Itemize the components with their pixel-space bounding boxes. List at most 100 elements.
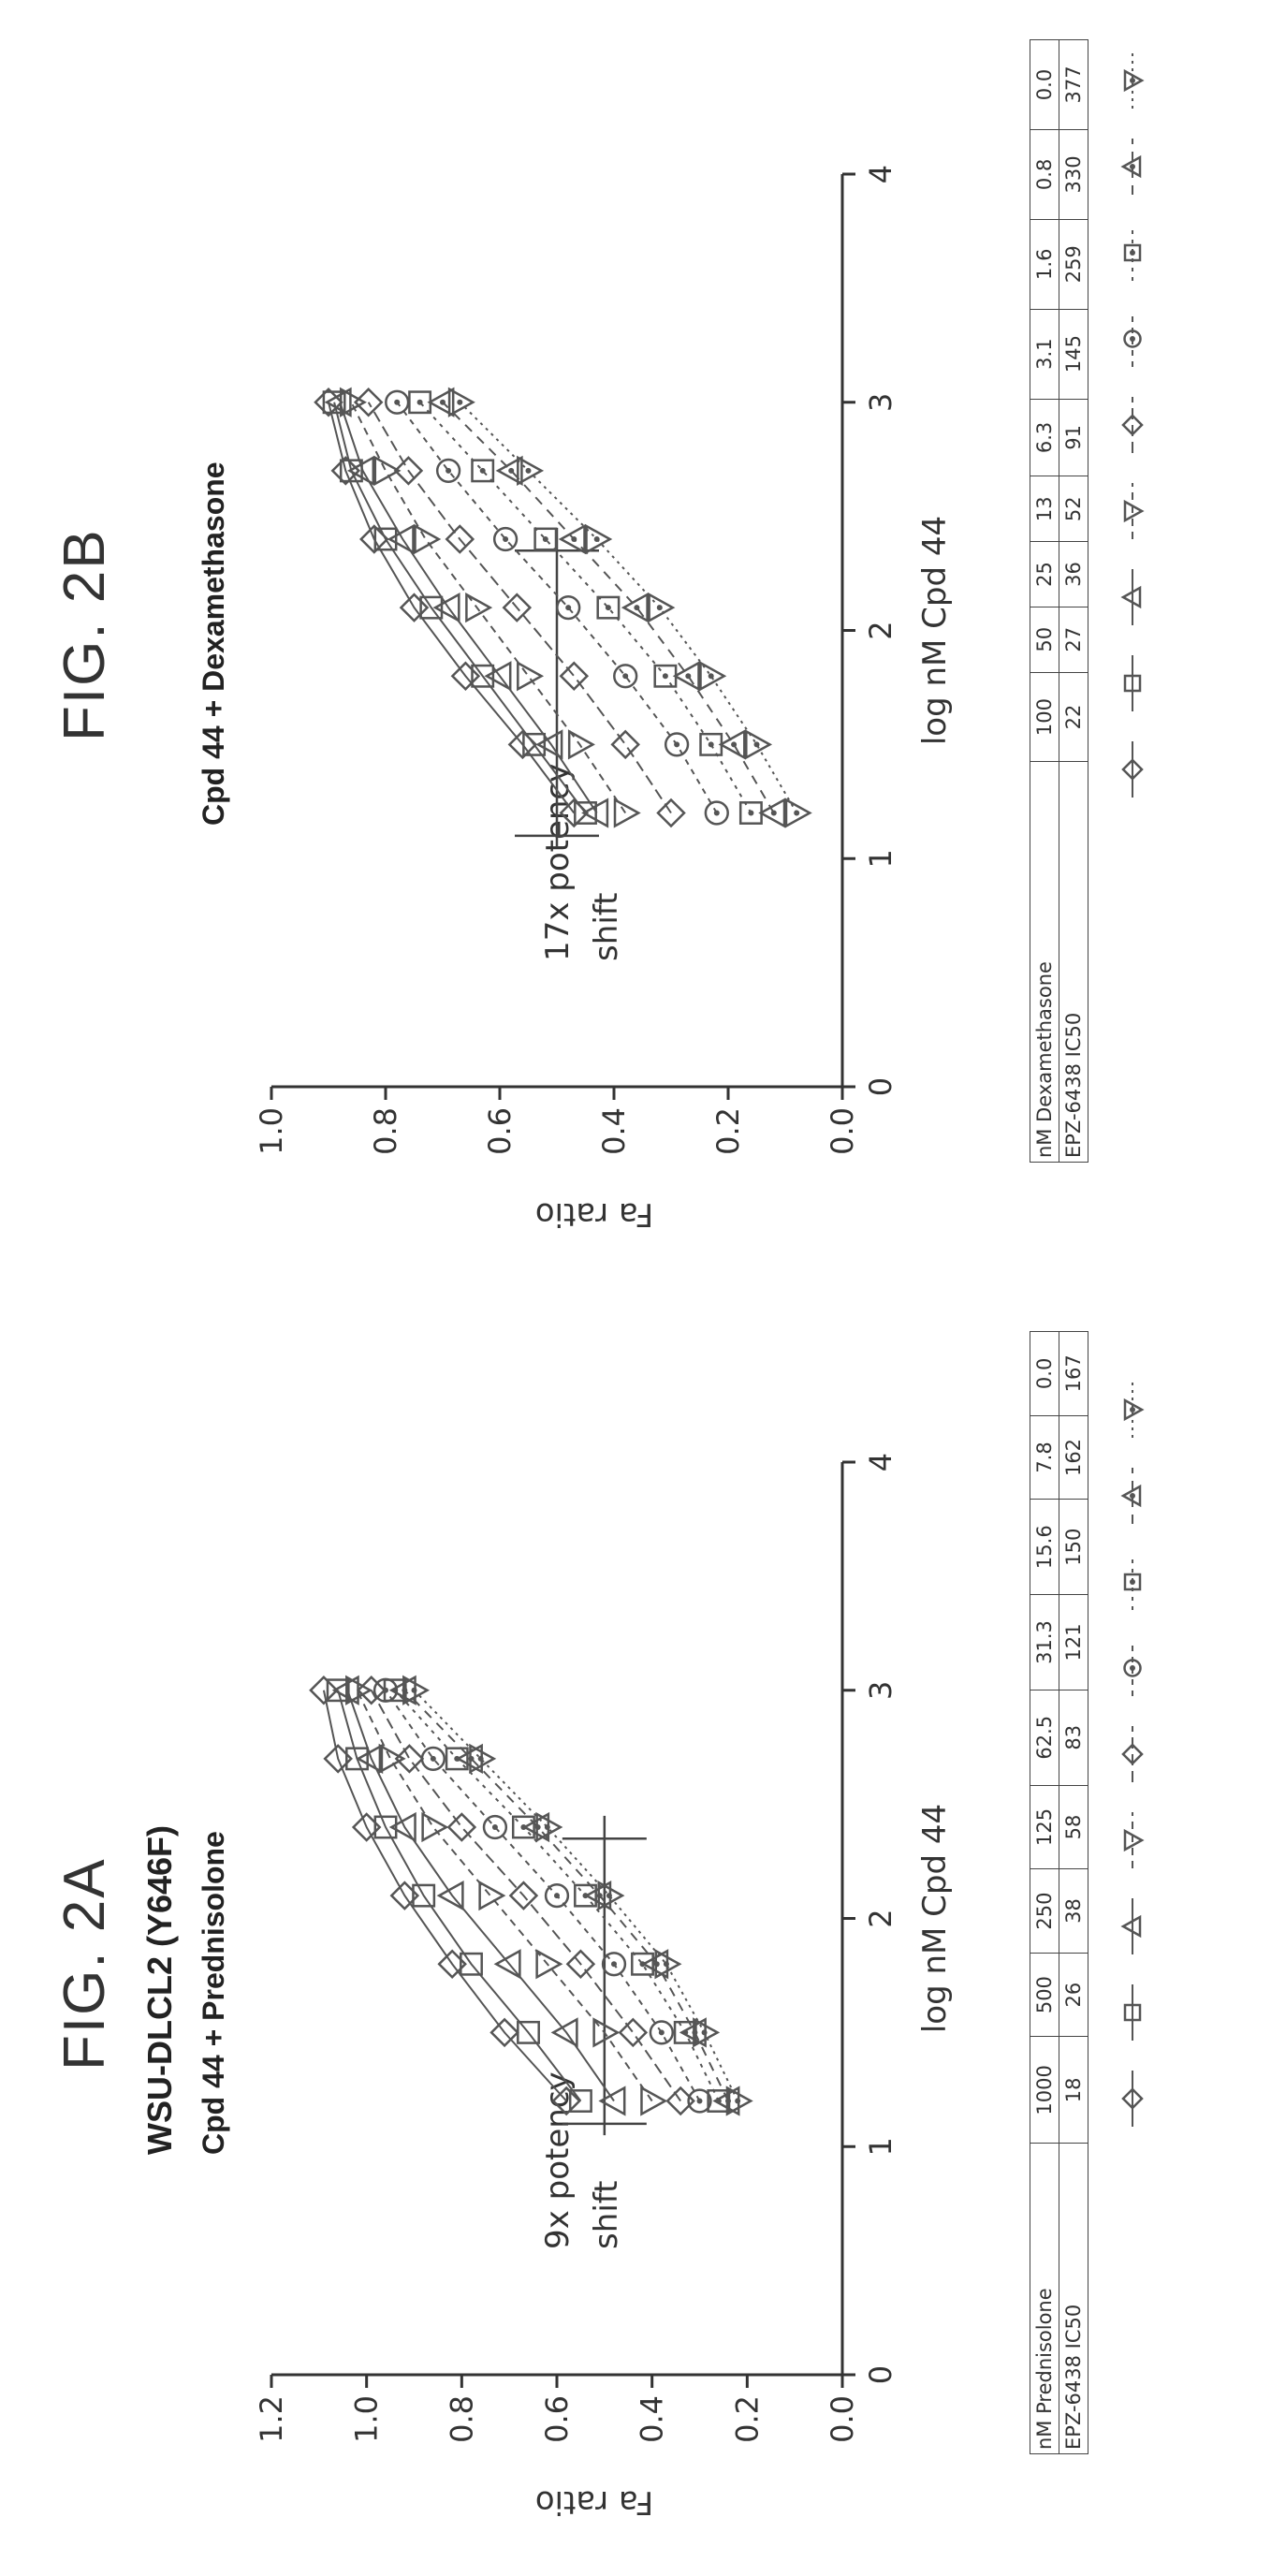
data-point: [557, 596, 579, 619]
data-point: [494, 528, 517, 550]
fig-2b-label: FIG. 2B: [51, 528, 118, 741]
legend-item: [1123, 139, 1140, 195]
table-cell: 62.5: [1030, 1690, 1059, 1785]
table-row: nM Prednisolone100050025012562.531.315.6…: [1030, 1332, 1059, 2454]
table-cell: 100: [1030, 672, 1059, 762]
series-markers: [311, 1677, 579, 2115]
table-cell: 52: [1059, 476, 1088, 542]
fig-2a-cell-line: WSU-DLCL2 (Y646F): [140, 1825, 180, 2155]
x-tick-label: 0: [863, 2365, 898, 2384]
legend-marker: [1125, 1574, 1140, 1589]
fig-2b-chart: 0.00.20.40.60.81.001234log nM Cpd 44Fa r…: [243, 0, 1011, 1288]
data-point: [518, 663, 541, 689]
data-point: [422, 1748, 445, 1770]
y-axis-title: Fa ratio: [535, 2483, 653, 2521]
x-tick-label: 0: [863, 1077, 898, 1096]
y-axis-title: Fa ratio: [535, 1195, 653, 1233]
table-cell: 50: [1030, 607, 1059, 672]
data-point: [437, 460, 460, 482]
table-cell: 0.8: [1030, 129, 1059, 219]
y-tick-label: 0.2: [729, 2395, 765, 2443]
data-point: [675, 663, 698, 689]
legend-item: [1123, 2071, 1142, 2127]
series-markers: [358, 1677, 694, 2115]
table-cell: 1.6: [1030, 219, 1059, 309]
data-point: [615, 800, 638, 827]
legend-marker: [1125, 71, 1142, 90]
data-point: [612, 731, 638, 757]
table-row-label: nM Prednisolone: [1030, 2144, 1059, 2454]
data-point: [650, 594, 673, 621]
series-curve: [338, 1690, 580, 2101]
table-cell: 26: [1059, 1953, 1088, 2037]
table-row: EPZ-6438 IC501826385883121150162167: [1059, 1332, 1088, 2454]
data-point: [761, 800, 784, 827]
table-cell: 7.8: [1030, 1415, 1059, 1500]
legend-item: [1125, 1640, 1141, 1696]
data-point: [603, 1953, 625, 1975]
table-cell: 167: [1059, 1332, 1088, 1416]
table-cell: 377: [1059, 40, 1088, 130]
table-cell: 15.6: [1030, 1500, 1059, 1595]
fig-2a-label: FIG. 2A: [51, 1857, 118, 2071]
y-tick-label: 0.4: [596, 1107, 632, 1155]
fig-2b-legend: [1109, 2, 1156, 807]
table-cell: 91: [1059, 399, 1088, 476]
x-tick-label: 3: [863, 393, 898, 412]
legend-item: [1123, 1468, 1140, 1524]
table-cell: 25: [1030, 542, 1059, 607]
data-point: [587, 526, 610, 552]
table-cell: 259: [1059, 219, 1088, 309]
table-cell: 125: [1030, 1785, 1059, 1869]
table-cell: 22: [1059, 672, 1088, 762]
x-tick-label: 2: [863, 621, 898, 639]
table-cell: 18: [1059, 2037, 1088, 2144]
y-tick-label: 0.0: [825, 1107, 860, 1155]
legend-item: [1123, 397, 1142, 453]
series-markers: [374, 1679, 710, 2113]
legend-item: [1125, 225, 1140, 281]
y-tick-label: 0.6: [539, 2395, 575, 2443]
legend-marker: [1125, 1400, 1142, 1419]
data-point: [380, 1746, 403, 1772]
table-row-label: nM Dexamethasone: [1030, 762, 1059, 1163]
legend-item: [1125, 311, 1141, 367]
y-tick-label: 1.0: [254, 1107, 289, 1155]
data-point: [650, 2021, 673, 2043]
legend-item: [1123, 569, 1140, 625]
table-cell: 13: [1030, 476, 1059, 542]
y-tick-label: 1.2: [254, 2395, 289, 2443]
x-tick-label: 1: [863, 849, 898, 868]
table-cell: 330: [1059, 129, 1088, 219]
y-tick-label: 0.8: [444, 2395, 479, 2443]
table-cell: 150: [1059, 1500, 1088, 1595]
fig-2b-subtitle: Cpd 44 + Dexamethasone: [197, 461, 231, 826]
x-tick-label: 3: [863, 1681, 898, 1700]
data-point: [546, 1884, 568, 1907]
table-row: nM Dexamethasone1005025136.33.11.60.80.0: [1030, 40, 1059, 1163]
x-tick-label: 4: [863, 165, 898, 183]
legend-item: [1125, 1382, 1142, 1438]
y-tick-label: 0.8: [368, 1107, 403, 1155]
table-cell: 36: [1059, 542, 1088, 607]
table-cell: 38: [1059, 1869, 1088, 1954]
series-curve: [324, 1690, 566, 2101]
data-point: [620, 2019, 646, 2045]
y-tick-label: 0.4: [635, 2395, 670, 2443]
data-point: [614, 665, 636, 687]
data-point: [423, 1814, 446, 1840]
fig-2a-chart: 0.00.20.40.60.81.01.201234log nM Cpd 44F…: [243, 1288, 1011, 2576]
legend-item: [1125, 1812, 1142, 1868]
legend-item: [1123, 1726, 1142, 1782]
data-point: [396, 1746, 422, 1772]
table-cell: 31.3: [1030, 1595, 1059, 1690]
fig-2a-legend: [1109, 1331, 1156, 2136]
legend-item: [1123, 741, 1142, 798]
table-cell: 145: [1059, 309, 1088, 399]
legend-item: [1125, 1984, 1140, 2041]
table-cell: 27: [1059, 607, 1088, 672]
y-tick-label: 0.6: [482, 1107, 518, 1155]
table-cell: 0.0: [1030, 40, 1059, 130]
series-curve: [329, 402, 574, 813]
